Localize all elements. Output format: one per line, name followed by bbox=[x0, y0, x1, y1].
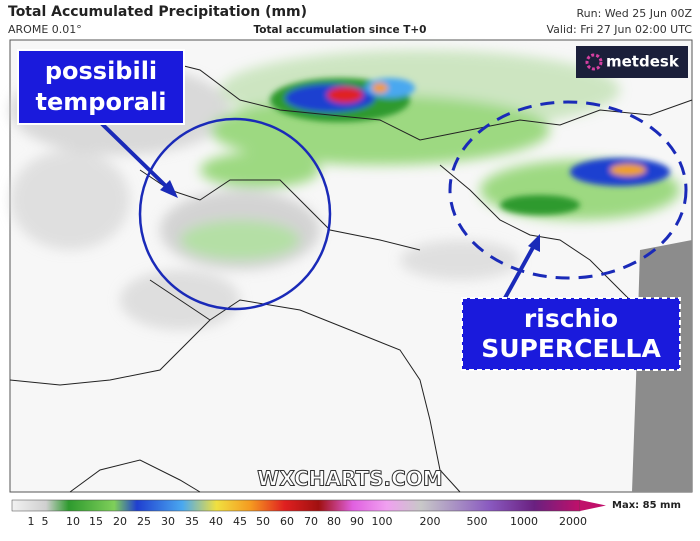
watermark: WXCHARTS.COM bbox=[257, 467, 442, 491]
colorbar-tick-label: 25 bbox=[137, 515, 151, 528]
colorbar-tick-label: 5 bbox=[42, 515, 49, 528]
colorbar-tick-label: 100 bbox=[372, 515, 393, 528]
valid-time: Valid: Fri 27 Jun 02:00 UTC bbox=[547, 23, 693, 36]
run-time: Run: Wed 25 Jun 00Z bbox=[577, 7, 693, 20]
colorbar-tick-label: 200 bbox=[420, 515, 441, 528]
annotation-text: possibili bbox=[45, 57, 157, 85]
annotation-box bbox=[461, 297, 681, 371]
annotation-text: temporali bbox=[36, 88, 167, 116]
subtitle: Total accumulation since T+0 bbox=[253, 24, 426, 36]
colorbar-tick-label: 1000 bbox=[510, 515, 538, 528]
colorbar-tick-label: 500 bbox=[467, 515, 488, 528]
annotation-text: rischio bbox=[524, 304, 618, 333]
colorbar-tick-label: 20 bbox=[113, 515, 127, 528]
colorbar-tick-label: 2000 bbox=[559, 515, 587, 528]
title: Total Accumulated Precipitation (mm) bbox=[8, 4, 307, 20]
max-label: Max: 85 mm bbox=[612, 500, 681, 511]
colorbar-tick-label: 70 bbox=[304, 515, 318, 528]
annotation-box bbox=[17, 49, 185, 125]
colorbar bbox=[11, 499, 581, 512]
annotation-text: SUPERCELLA bbox=[481, 334, 661, 363]
model: AROME 0.01° bbox=[8, 23, 82, 36]
colorbar-tick-label: 1 bbox=[28, 515, 35, 528]
colorbar-arrow bbox=[580, 500, 606, 511]
colorbar-tick-label: 15 bbox=[89, 515, 103, 528]
colorbar-tick-label: 45 bbox=[233, 515, 247, 528]
colorbar-tick-label: 35 bbox=[185, 515, 199, 528]
colorbar-tick-label: 80 bbox=[327, 515, 341, 528]
logo: metdesk bbox=[606, 53, 680, 71]
colorbar-tick-label: 30 bbox=[161, 515, 175, 528]
colorbar-tick-label: 50 bbox=[256, 515, 270, 528]
colorbar-tick-label: 60 bbox=[280, 515, 294, 528]
colorbar-tick-label: 90 bbox=[350, 515, 364, 528]
colorbar-tick-label: 40 bbox=[209, 515, 223, 528]
colorbar-tick-label: 10 bbox=[66, 515, 80, 528]
colorbar-ticks: 1 5 10 15 20 25 30 35 40 45 50 60 70 80 90 100 200 500 100… bbox=[28, 515, 588, 528]
logo-box bbox=[576, 46, 688, 78]
